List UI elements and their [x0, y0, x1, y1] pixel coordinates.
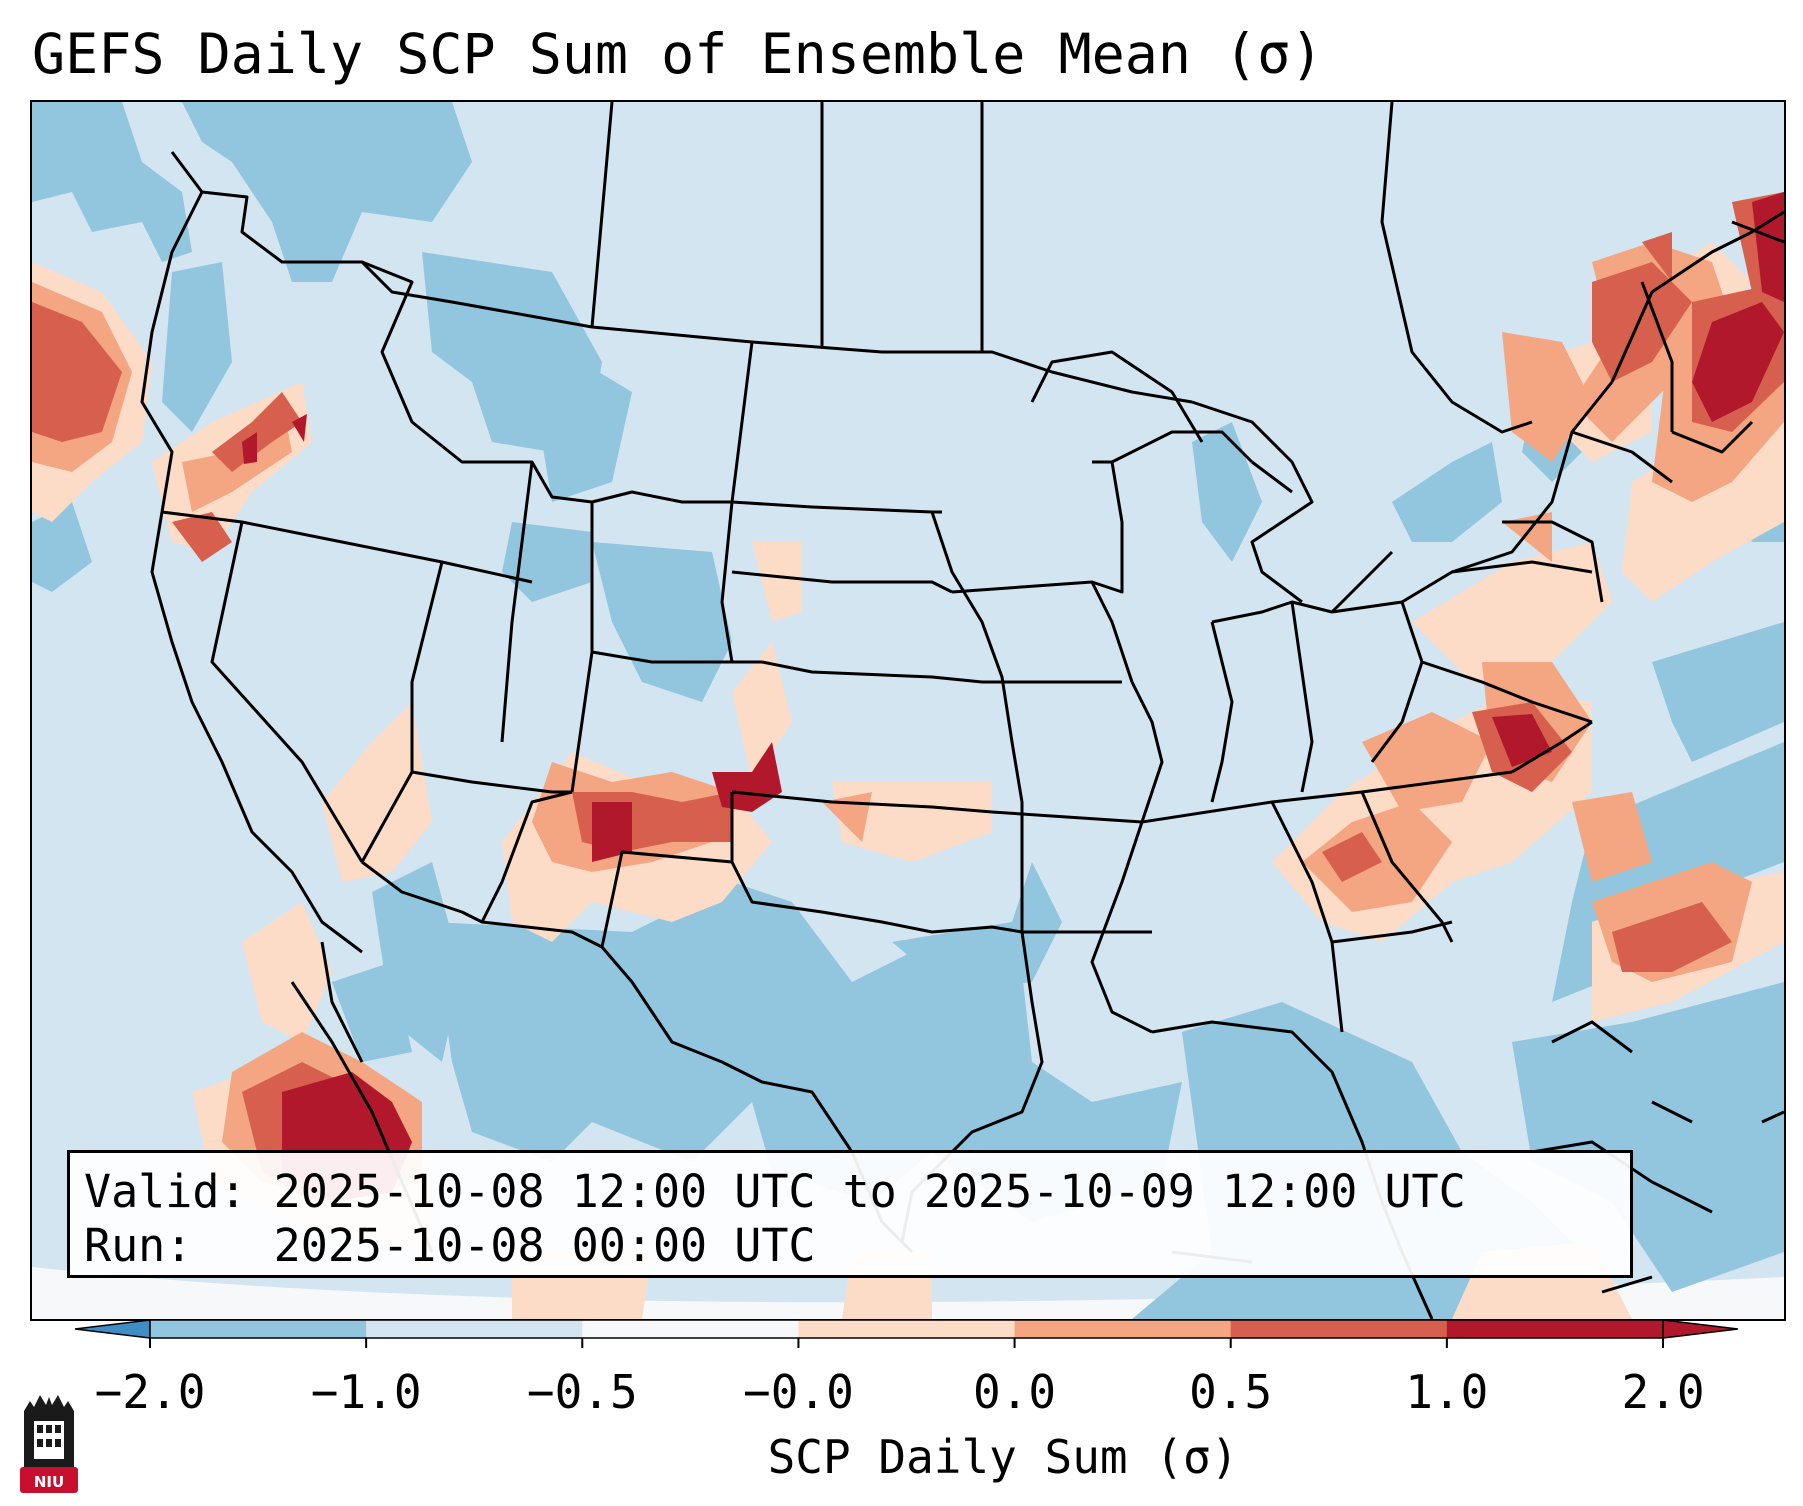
chart-title: GEFS Daily SCP Sum of Ensemble Mean (σ)	[32, 22, 1324, 86]
colorbar-tick-label: 0.0	[973, 1365, 1057, 1419]
colorbar-extend-low	[74, 1319, 151, 1339]
colorbar-ticks	[149, 1338, 1664, 1348]
niu-logo-icon	[20, 1395, 78, 1493]
colorbar-extend-high	[1662, 1319, 1739, 1339]
run-label: Run:	[84, 1219, 193, 1272]
colorbar-tick-label: 0.5	[1189, 1365, 1273, 1419]
map-panel	[30, 100, 1786, 1321]
colorbar-outline	[149, 1319, 1664, 1339]
colorbar-segment	[366, 1320, 583, 1338]
colorbar-segment	[1446, 1320, 1664, 1338]
valid-value: 2025-10-08 12:00 UTC to 2025-10-09 12:00…	[273, 1165, 1466, 1218]
colorbar-segment	[798, 1320, 1016, 1338]
colorbar-tick-label: −0.0	[743, 1365, 854, 1419]
scp-field-map	[32, 102, 1784, 1319]
colorbar-tick-label: −2.0	[94, 1365, 206, 1419]
valid-label: Valid:	[84, 1165, 247, 1218]
run-value: 2025-10-08 00:00 UTC	[273, 1219, 816, 1272]
run-row: Run: 2025-10-08 00:00 UTC	[84, 1219, 1616, 1273]
colorbar-tick-label: −0.5	[526, 1365, 638, 1419]
colorbar-tick-label: 2.0	[1621, 1365, 1705, 1419]
valid-row: Valid: 2025-10-08 12:00 UTC to 2025-10-0…	[84, 1165, 1616, 1219]
colorbar-segment	[150, 1320, 367, 1338]
niu-logo-text: NIU	[33, 1473, 65, 1491]
niu-logo: NIU	[20, 1393, 78, 1493]
state-boundaries	[140, 102, 1784, 1319]
colorbar-segments	[74, 1319, 1739, 1339]
colorbar-tick-label: −1.0	[310, 1365, 422, 1419]
colorbar	[74, 1319, 1739, 1348]
valid-run-box: Valid: 2025-10-08 12:00 UTC to 2025-10-0…	[67, 1150, 1633, 1278]
colorbar-segment	[582, 1320, 799, 1338]
colorbar-segment	[1230, 1320, 1448, 1338]
colorbar-segment	[1014, 1320, 1232, 1338]
colorbar-title: SCP Daily Sum (σ)	[767, 1430, 1239, 1484]
colorbar-tick-label: 1.0	[1405, 1365, 1489, 1419]
